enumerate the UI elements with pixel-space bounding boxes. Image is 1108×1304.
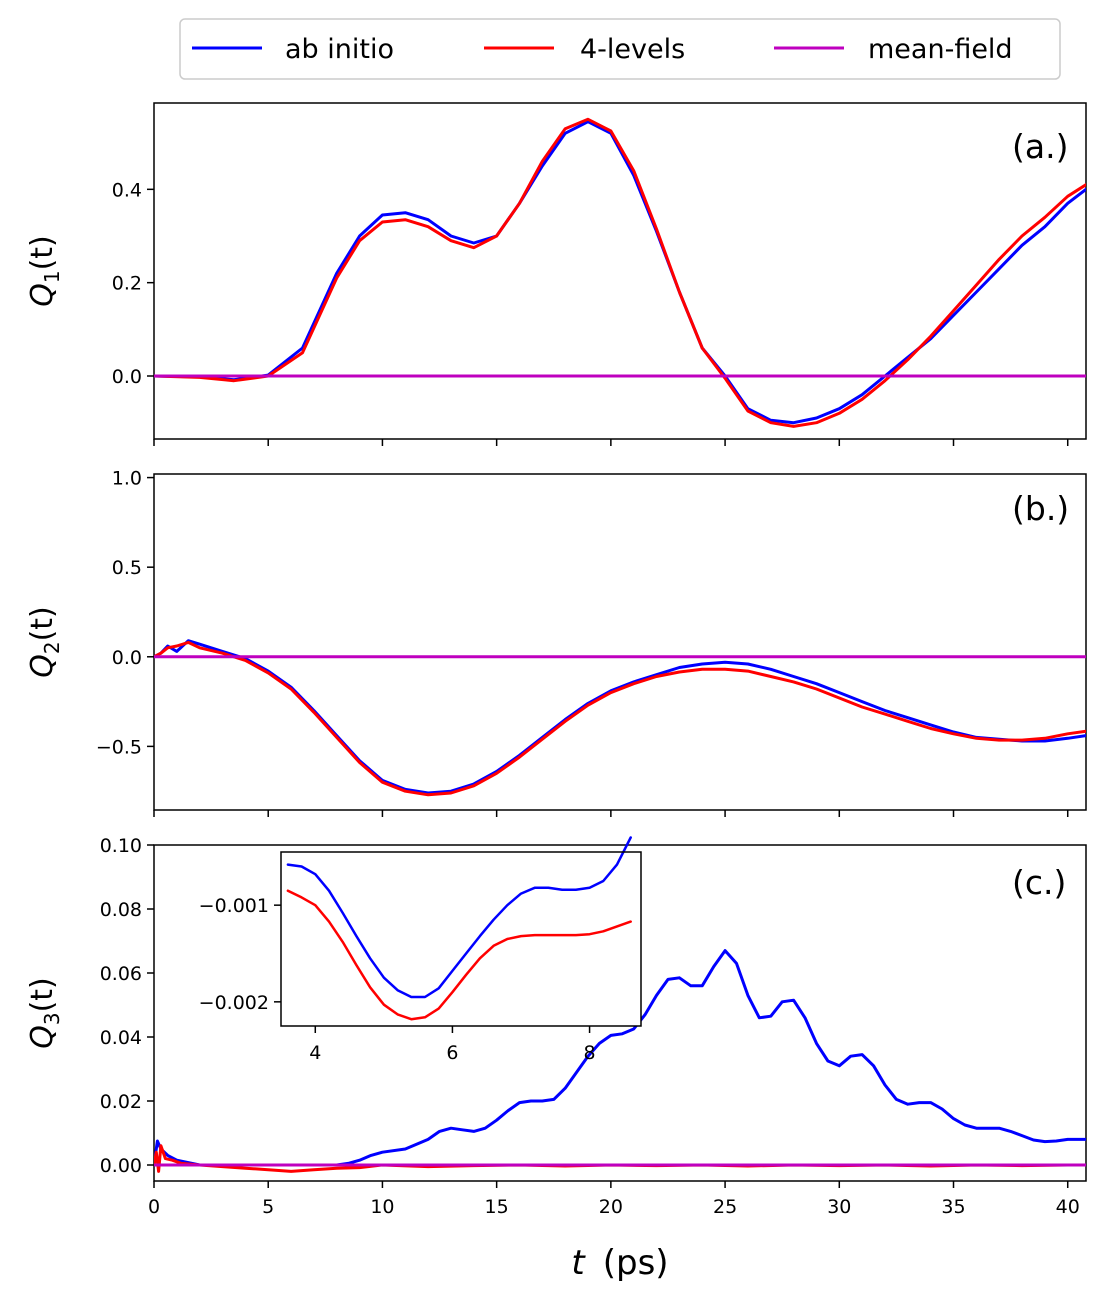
panel-b-ylabel: Q2(t) <box>25 606 64 678</box>
legend-label-4-levels: 4-levels <box>580 34 685 65</box>
inset-yticks: −0.001 −0.002 <box>199 895 281 1014</box>
panel-c-xtick-label: 30 <box>827 1196 851 1218</box>
panel-b-xticks <box>153 810 1069 817</box>
inset-lines <box>286 836 632 1021</box>
panel-c-series-4-levels <box>154 1144 1086 1173</box>
x-axis-label: t (ps) <box>571 1243 668 1283</box>
inset-ytick-label: −0.001 <box>199 895 269 917</box>
panel-b-yticks: −0.5 0.0 0.5 1.0 <box>96 468 154 758</box>
inset-series-4-levels <box>286 889 632 1021</box>
panel-c: 0.00 0.02 0.04 0.06 0.08 0.10 0 5 10 15 20 25 30 35 4… <box>25 835 1087 1218</box>
panel-c-ytick-label: 0.06 <box>100 963 142 985</box>
panel-c-ytick-label: 0.08 <box>100 899 142 921</box>
panel-c-xticks: 0 5 10 15 20 25 30 35 40 <box>148 1181 1080 1218</box>
inset-xtick-label: 8 <box>584 1042 596 1064</box>
panel-c-xtick-label: 25 <box>713 1196 737 1218</box>
panel-b-ytick-label: 1.0 <box>112 468 142 490</box>
panel-a-series-ab-initio <box>154 120 1086 425</box>
panel-a-series-4-levels <box>154 117 1086 428</box>
panel-a-frame <box>153 102 1087 440</box>
legend-frame <box>179 18 1061 80</box>
panel-c-xtick-label: 35 <box>941 1196 965 1218</box>
inset-frame <box>280 851 642 1027</box>
inset-ytick-label: −0.002 <box>199 992 269 1014</box>
panel-b-label: (b.) <box>1012 489 1069 528</box>
panel-c-series-ab-initio <box>154 949 1086 1167</box>
panel-c-ylabel: Q3(t) <box>25 977 64 1049</box>
panel-b-ytick-label: 0.0 <box>112 647 142 669</box>
inset-background <box>281 852 641 1026</box>
inset: −0.001 −0.002 4 6 8 <box>199 836 642 1064</box>
panel-c-xtick-label: 5 <box>262 1196 274 1218</box>
panel-c-ytick-label: 0.10 <box>100 835 142 857</box>
legend-label-mean-field: mean-field <box>868 34 1013 65</box>
legend: ab initio 4-levels mean-field <box>179 18 1061 80</box>
panel-c-ytick-label: 0.04 <box>100 1027 142 1049</box>
panel-b-ytick-label: 0.5 <box>112 557 142 579</box>
inset-xtick-label: 4 <box>309 1042 321 1064</box>
panel-c-xtick-label: 40 <box>1056 1196 1080 1218</box>
panel-a-ytick-label: 0.4 <box>112 179 142 201</box>
panel-b: −0.5 0.0 0.5 1.0 (b.) Q2(t) <box>25 468 1087 817</box>
panel-c-xtick-label: 15 <box>485 1196 509 1218</box>
inset-xticks: 4 6 8 <box>309 1026 596 1064</box>
panel-c-xtick-label: 20 <box>599 1196 623 1218</box>
inset-xtick-label: 6 <box>446 1042 458 1064</box>
panel-c-ytick-label: 0.02 <box>100 1091 142 1113</box>
panel-a-yticks: 0.0 0.2 0.4 <box>112 179 154 388</box>
panel-a-lines <box>154 117 1086 428</box>
panel-a: 0.0 0.2 0.4 (a.) Q1(t) <box>25 102 1087 446</box>
panel-c-label: (c.) <box>1012 863 1066 902</box>
panel-a-ytick-label: 0.2 <box>112 273 142 295</box>
panel-c-xtick-label: 10 <box>370 1196 394 1218</box>
panel-b-series-4-levels <box>154 640 1086 797</box>
panel-c-xtick-label: 0 <box>148 1196 160 1218</box>
panel-a-ylabel: Q1(t) <box>25 235 64 307</box>
panel-b-frame <box>153 473 1087 811</box>
panel-c-frame <box>153 844 1087 1182</box>
panel-c-yticks: 0.00 0.02 0.04 0.06 0.08 0.10 <box>100 835 154 1177</box>
inset-series-ab-initio <box>286 836 632 999</box>
panel-b-ytick-label: −0.5 <box>96 736 142 758</box>
panel-b-series-ab-initio <box>154 639 1086 795</box>
panel-a-ytick-label: 0.0 <box>112 366 142 388</box>
panel-c-ytick-label: 0.00 <box>100 1155 142 1177</box>
panel-a-label: (a.) <box>1012 127 1068 166</box>
panel-c-lines <box>154 949 1086 1173</box>
panel-a-xticks <box>153 439 1069 446</box>
panel-b-lines <box>154 639 1086 797</box>
legend-label-ab-initio: ab initio <box>285 34 394 65</box>
